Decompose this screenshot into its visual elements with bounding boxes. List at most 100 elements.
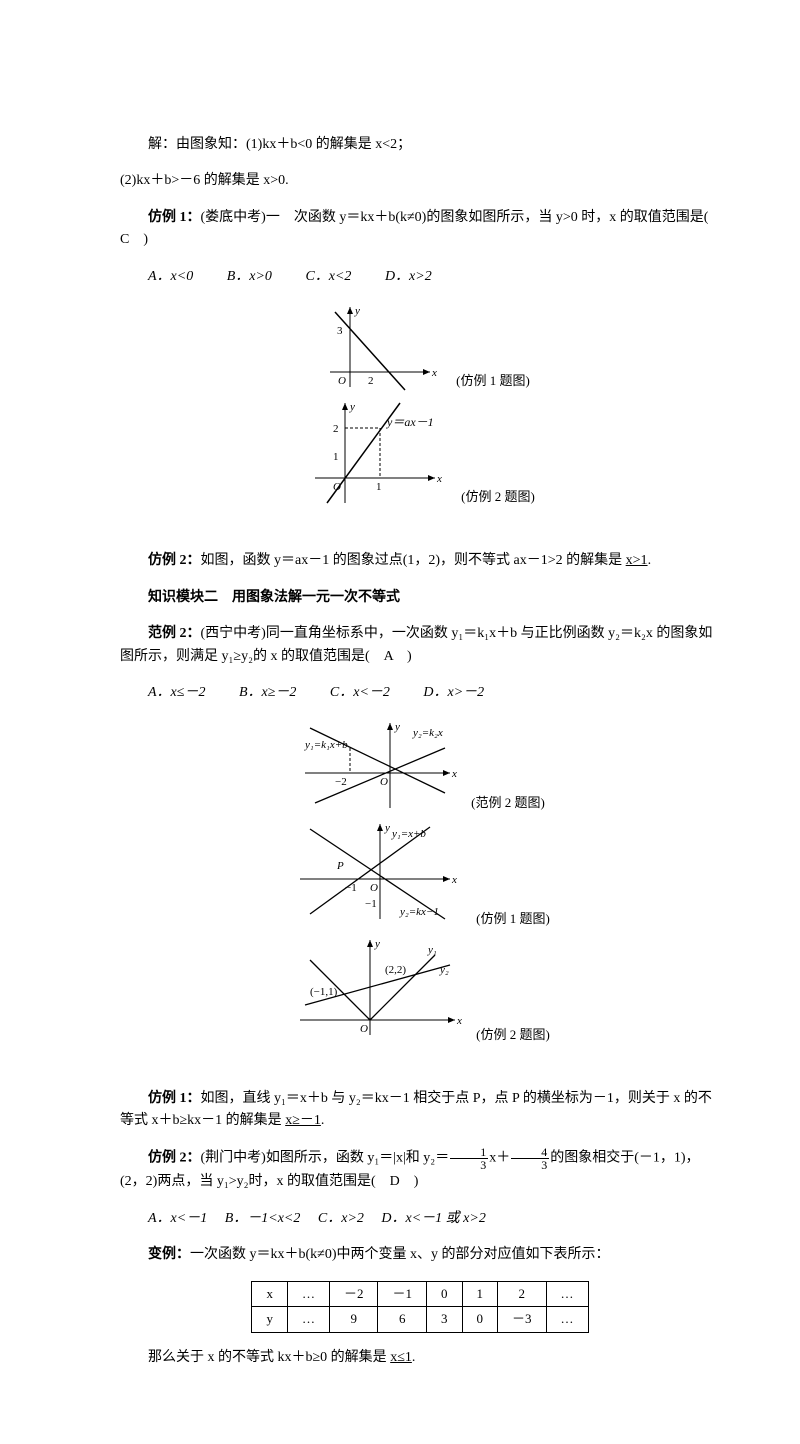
figure-ex1: O x y 2 3 (仿例 1 题图) [120, 302, 720, 392]
ex2-body: 如图，函数 y＝ax－1 的图象过点(1，2)，则不等式 ax－1>2 的解集是 [201, 553, 626, 568]
svg-text:y: y [354, 305, 360, 317]
opt-c: C．x<2 [305, 269, 351, 284]
svg-text:−1: −1 [365, 898, 377, 910]
cell: 0 [427, 1281, 463, 1307]
opt-a: A．x<－1 [148, 1211, 207, 1226]
figure-fy2: O x y (2,2) (−1,1) y₁ y₂ (仿例 2 题图) [120, 935, 720, 1045]
opt-c: C．x>2 [318, 1211, 364, 1226]
fy1-title: 仿例 1： [148, 1091, 201, 1106]
svg-text:y₂=k₂x: y₂=k₂x [412, 727, 443, 739]
cell: －1 [378, 1281, 427, 1307]
example2: 仿例 2：如图，函数 y＝ax－1 的图象过点(1，2)，则不等式 ax－1>2… [120, 550, 720, 572]
svg-text:2: 2 [333, 423, 339, 435]
cell: 6 [378, 1307, 427, 1333]
figure-fy1: O x y P −1 −1 y₁=x+b y₂=kx−1 (仿例 1 题图) [120, 819, 720, 929]
cell: y [252, 1307, 288, 1333]
ex1-options: A．x<0 B．x>0 C．x<2 D．x>2 [120, 266, 720, 288]
table-row: y … 9 6 3 0 －3 … [252, 1307, 588, 1333]
svg-text:O: O [380, 776, 388, 788]
opt-d: D．x<－1 或 x>2 [381, 1211, 485, 1226]
bian-title: 变例： [148, 1247, 190, 1262]
ex1-body: (娄底中考)一 次函数 y＝kx＋b(k≠0)的图象如图所示，当 y>0 时，x… [120, 210, 722, 247]
svg-text:1: 1 [333, 451, 339, 463]
fy2-options: A．x<－1 B．－1<x<2 C．x>2 D．x<－1 或 x>2 [120, 1208, 720, 1230]
bian-body: 一次函数 y＝kx＋b(k≠0)中两个变量 x、y 的部分对应值如下表所示： [190, 1247, 610, 1262]
figure-ex2: O x y 2 1 1 y＝ax－1 (仿例 2 题图) [120, 398, 720, 508]
fan2: 范例 2：(西宁中考)同一直角坐标系中，一次函数 y₁＝k₁x＋b 与正比例函数… [120, 623, 720, 668]
svg-text:y₂: y₂ [439, 964, 449, 976]
svg-text:(−1,1): (−1,1) [310, 986, 338, 998]
svg-text:y₁: y₁ [427, 944, 437, 956]
svg-text:x: x [451, 768, 457, 780]
svg-text:2: 2 [368, 375, 374, 387]
figure-fan2: O x y −2 y₁=k₁x+b y₂=k₂x (范例 2 题图) [120, 718, 720, 813]
svg-text:y₁=x+b: y₁=x+b [391, 828, 426, 840]
opt-a: A．x<0 [148, 269, 193, 284]
fan2-title: 范例 2： [148, 626, 201, 641]
fan2-body: (西宁中考)同一直角坐标系中，一次函数 y₁＝k₁x＋b 与正比例函数 y₂＝k… [120, 626, 712, 663]
bian-end: 那么关于 x 的不等式 kx＋b≥0 的解集是 x≤1. [120, 1347, 720, 1369]
svg-text:−1: −1 [345, 882, 357, 894]
opt-d: D．x>2 [385, 269, 432, 284]
svg-text:x: x [456, 1015, 462, 1027]
cell: －3 [498, 1307, 547, 1333]
svg-text:y: y [374, 938, 380, 950]
cell: 2 [498, 1281, 547, 1307]
fy1-answer: x≥－1 [285, 1113, 321, 1128]
opt-c: C．x<－2 [330, 685, 390, 700]
svg-text:x: x [436, 473, 442, 485]
svg-text:O: O [370, 882, 378, 894]
cell: … [546, 1307, 588, 1333]
svg-text:O: O [338, 375, 346, 387]
cell: 0 [462, 1307, 498, 1333]
fig-fy2-caption: (仿例 2 题图) [476, 1025, 550, 1046]
svg-text:P: P [336, 860, 344, 872]
svg-text:y₁=k₁x+b: y₁=k₁x+b [304, 739, 348, 751]
cell: … [546, 1281, 588, 1307]
opt-b: B．x>0 [227, 269, 272, 284]
svg-text:−2: −2 [335, 776, 347, 788]
fan2-options: A．x≤－2 B．x≥－2 C．x<－2 D．x>－2 [120, 682, 720, 704]
fig1-caption: (仿例 1 题图) [456, 371, 530, 392]
solution-line-2: (2)kx＋b>－6 的解集是 x>0. [120, 170, 720, 192]
svg-text:y: y [394, 721, 400, 733]
svg-text:x: x [431, 367, 437, 379]
ex2-answer: x>1 [626, 553, 648, 568]
svg-text:y₂=kx−1: y₂=kx−1 [399, 906, 439, 918]
opt-b: B．－1<x<2 [225, 1211, 301, 1226]
opt-d: D．x>－2 [423, 685, 484, 700]
svg-text:y: y [349, 401, 355, 413]
svg-text:O: O [333, 481, 341, 493]
example1: 仿例 1：(娄底中考)一 次函数 y＝kx＋b(k≠0)的图象如图所示，当 y>… [120, 207, 720, 252]
fig-fy1-caption: (仿例 1 题图) [476, 909, 550, 930]
cell: … [287, 1307, 329, 1333]
data-table: x … －2 －1 0 1 2 … y … 9 6 3 0 －3 … [251, 1281, 588, 1334]
svg-text:y＝ax－1: y＝ax－1 [386, 415, 434, 429]
fy1-body: 如图，直线 y₁＝x＋b 与 y₂＝kx－1 相交于点 P，点 P 的横坐标为－… [120, 1091, 712, 1128]
fy1-para: 仿例 1：如图，直线 y₁＝x＋b 与 y₂＝kx－1 相交于点 P，点 P 的… [120, 1088, 720, 1133]
cell: 9 [329, 1307, 378, 1333]
solution-line-1: 解：由图象知：(1)kx＋b<0 的解集是 x<2； [120, 134, 720, 156]
fy2-title: 仿例 2： [148, 1151, 201, 1166]
svg-text:O: O [360, 1023, 368, 1035]
svg-text:x: x [451, 874, 457, 886]
ex1-title: 仿例 1： [148, 210, 201, 225]
cell: －2 [329, 1281, 378, 1307]
svg-text:y: y [384, 822, 390, 834]
cell: 1 [462, 1281, 498, 1307]
opt-a: A．x≤－2 [148, 685, 205, 700]
fig2-caption: (仿例 2 题图) [461, 487, 535, 508]
bian-answer: x≤1 [390, 1350, 412, 1365]
opt-b: B．x≥－2 [239, 685, 296, 700]
ex2-title: 仿例 2： [148, 553, 201, 568]
table-row: x … －2 －1 0 1 2 … [252, 1281, 588, 1307]
cell: 3 [427, 1307, 463, 1333]
svg-text:3: 3 [337, 325, 343, 337]
module2-title: 知识模块二 用图象法解一元一次不等式 [120, 587, 720, 609]
fig-fan2-caption: (范例 2 题图) [471, 793, 545, 814]
bian-para: 变例：一次函数 y＝kx＋b(k≠0)中两个变量 x、y 的部分对应值如下表所示… [120, 1244, 720, 1266]
svg-text:1: 1 [376, 481, 382, 493]
svg-text:(2,2): (2,2) [385, 964, 406, 976]
cell: … [287, 1281, 329, 1307]
cell: x [252, 1281, 288, 1307]
